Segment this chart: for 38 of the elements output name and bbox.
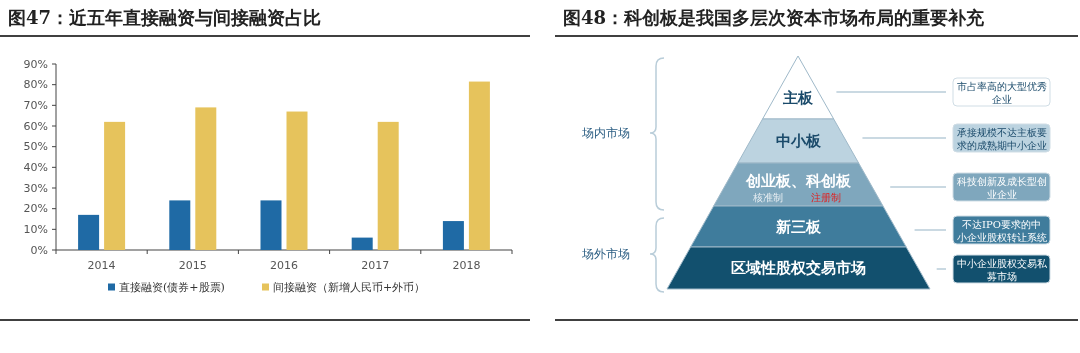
category-label: 主板 (782, 89, 814, 107)
bar (351, 237, 373, 250)
bar (169, 200, 191, 250)
text: 场外市场 (581, 247, 630, 261)
y-tick-label: 70% (23, 98, 48, 112)
bar (442, 221, 464, 250)
chart-title: 图47：近五年直接融资与间接融资占比 (8, 7, 322, 28)
bar (260, 200, 282, 250)
text: 场内市场 (581, 126, 630, 140)
x-tick-label: 2017 (361, 258, 390, 272)
category-label: 区域性股权交易市场 (730, 259, 866, 277)
category-label: 中小板 (775, 132, 822, 150)
category-label: 创业板、科创板 (744, 171, 852, 190)
y-tick-label: 30% (23, 181, 48, 195)
legend-label: 间接融资（新增人民币+外币） (273, 280, 426, 294)
x-tick-label: 2018 (452, 258, 481, 272)
bar (104, 121, 126, 250)
y-tick-label: 60% (23, 119, 48, 133)
category-label: 新三板 (774, 217, 822, 236)
y-tick-label: 40% (23, 160, 48, 174)
x-tick-label: 2014 (87, 258, 116, 272)
bar (286, 111, 308, 250)
legend-label: 直接融资(债券+股票) (119, 280, 225, 294)
y-tick-label: 0% (30, 243, 48, 257)
y-tick-label: 20% (23, 202, 48, 216)
text: 注册制 (811, 191, 841, 203)
bar (468, 81, 490, 250)
y-tick-label: 90% (23, 57, 48, 71)
y-tick-label: 80% (23, 78, 48, 92)
y-tick-label: 10% (23, 222, 48, 236)
bar (78, 214, 100, 250)
x-tick-label: 2016 (270, 258, 298, 272)
text: 图48：科创板是我国多层次资本市场布局的重要补充 (563, 7, 986, 28)
y-tick-label: 50% (23, 140, 48, 154)
x-tick-label: 2015 (178, 258, 207, 272)
bar (377, 121, 399, 250)
bar (195, 107, 217, 250)
text: 核准制 (752, 191, 783, 203)
